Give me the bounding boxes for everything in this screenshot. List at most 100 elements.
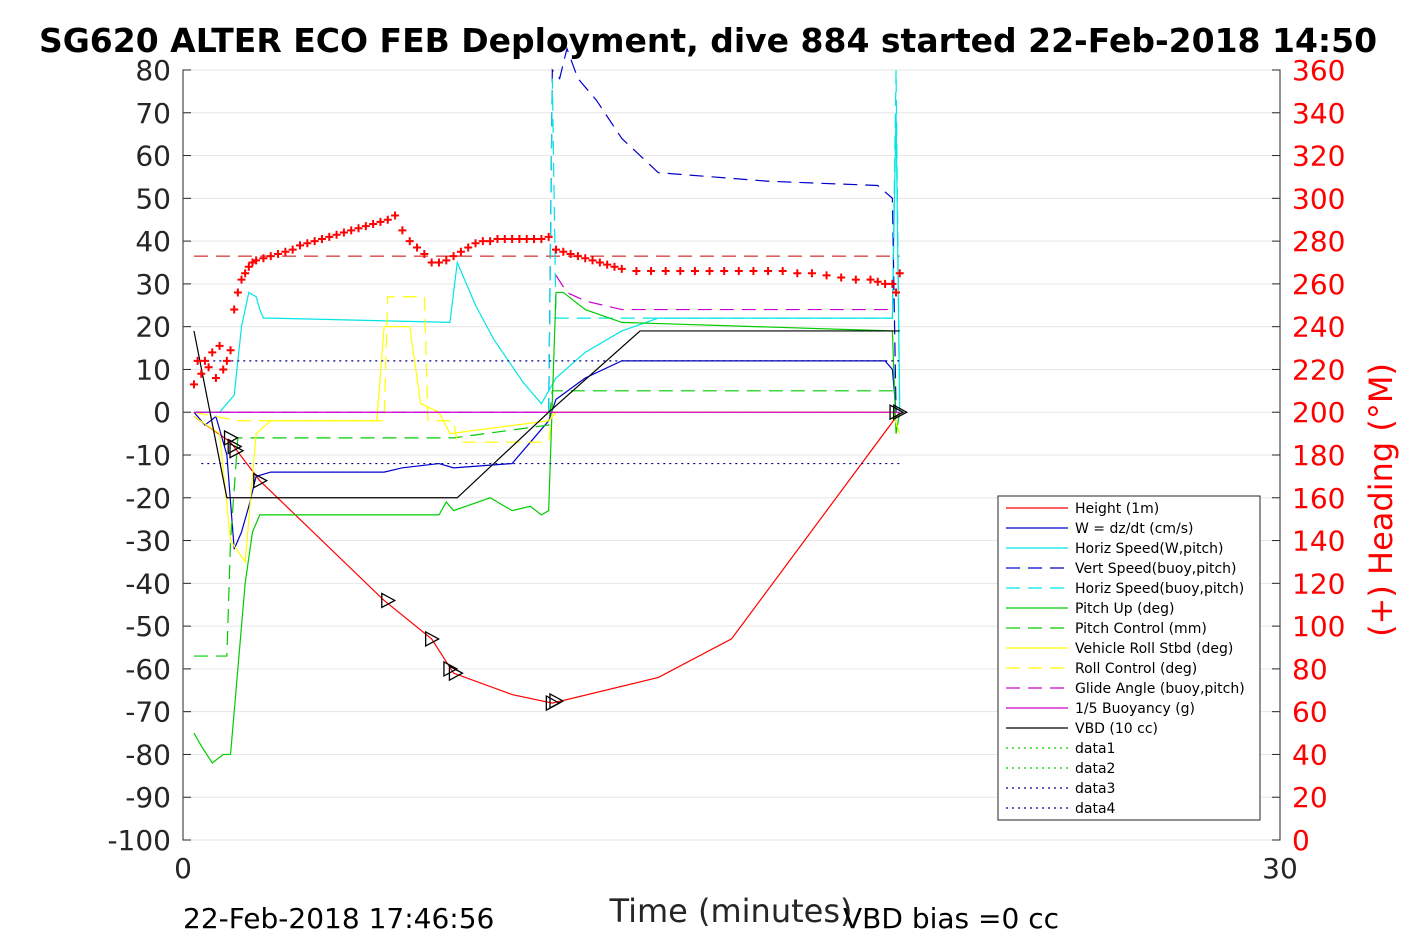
heading-point (866, 275, 875, 284)
heading-point (610, 262, 619, 271)
heading-point (892, 288, 901, 297)
legend-entry: data2 (1075, 761, 1115, 777)
heading-point (500, 234, 509, 243)
heading-point (493, 234, 502, 243)
heading-point (778, 267, 787, 276)
heading-point (851, 275, 860, 284)
legend-entry: Horiz Speed(buoy,pitch) (1075, 581, 1244, 597)
heading-point (486, 237, 495, 246)
legend-entry: Roll Control (deg) (1075, 661, 1197, 677)
left-tick-label: -30 (125, 525, 171, 558)
legend-entry: Horiz Speed(W,pitch) (1075, 541, 1223, 557)
right-tick-label: 360 (1292, 54, 1345, 87)
heading-point (603, 260, 612, 269)
heading-point (888, 279, 897, 288)
left-tick-label: -70 (125, 696, 171, 729)
heading-point (661, 267, 670, 276)
left-tick-label: 30 (135, 268, 171, 301)
footer-vbd-bias: VBD bias =0 cc (843, 902, 1059, 935)
heading-point (530, 234, 539, 243)
heading-point (647, 267, 656, 276)
right-tick-label: 340 (1292, 97, 1345, 130)
legend-entry: VBD (10 cc) (1075, 721, 1158, 737)
x-tick-label: 30 (1262, 852, 1298, 885)
left-tick-label: 50 (135, 182, 171, 215)
heading-point (690, 267, 699, 276)
right-tick-label: 120 (1292, 567, 1345, 600)
x-tick-label: 0 (174, 852, 192, 885)
marker-layer (223, 404, 909, 712)
heading-point (522, 234, 531, 243)
dive-marker (227, 438, 243, 455)
legend-entry: Vert Speed(buoy,pitch) (1075, 561, 1237, 577)
footer-timestamp: 22-Feb-2018 17:46:56 (183, 902, 494, 935)
left-tick-label: -20 (125, 482, 171, 515)
legend-box (997, 495, 1261, 821)
heading-point (559, 247, 568, 256)
right-axis-label: (+) Heading (°M) (1362, 363, 1400, 637)
heading-point (551, 245, 560, 254)
dive-marker (893, 404, 909, 421)
legend-entry: data1 (1075, 741, 1115, 757)
heading-point (456, 247, 465, 256)
heading-point (734, 267, 743, 276)
series-line-5 (193, 291, 901, 764)
heading-point (581, 254, 590, 263)
left-tick-label: -100 (107, 824, 171, 857)
heading-point (237, 275, 246, 284)
heading-point (200, 356, 209, 365)
heading-point (244, 262, 253, 271)
legend: Height (1m) W = dz/dt (cm/s) Horiz Speed(W… (997, 495, 1261, 821)
heading-point (347, 226, 356, 235)
heading-point (310, 237, 319, 246)
heading-point (566, 249, 575, 258)
chart-title: SG620 ALTER ECO FEB Deployment, dive 884… (39, 21, 1377, 60)
heading-point (720, 267, 729, 276)
heading-point (189, 380, 198, 389)
heading-point (241, 269, 250, 278)
heading-point (478, 237, 487, 246)
series-line-1 (193, 360, 897, 550)
right-tick-label: 20 (1292, 781, 1328, 814)
heading-point (288, 245, 297, 254)
heading-point (226, 346, 235, 355)
heading-point (230, 305, 239, 314)
series-line-4 (548, 69, 901, 413)
heading-point (208, 348, 217, 357)
dive-marker (425, 630, 441, 648)
legend-entry: data4 (1075, 801, 1116, 817)
legend-entry: Vehicle Roll Stbd (deg) (1075, 641, 1233, 657)
heading-point (193, 356, 202, 365)
series-layer (193, 46, 901, 764)
heading-point (361, 222, 370, 231)
series-line-6 (193, 390, 900, 657)
x-axis-ticks: 0 30 (174, 832, 1298, 885)
heading-point (211, 374, 220, 382)
series-line-11 (193, 330, 900, 499)
heading-point (215, 341, 224, 350)
heading-point (266, 252, 275, 261)
heading-point (420, 249, 429, 258)
right-tick-label: 0 (1292, 824, 1310, 857)
dive-marker (253, 472, 269, 489)
heading-point (383, 215, 392, 224)
dive-marker (549, 692, 565, 710)
heading-point (222, 356, 231, 365)
heading-point (471, 239, 480, 248)
heading-point (252, 256, 261, 265)
left-tick-label: 60 (135, 140, 171, 173)
legend-entry: data3 (1075, 781, 1115, 797)
heading-point (895, 269, 904, 278)
heading-point (676, 267, 685, 276)
heading-point (434, 258, 443, 267)
left-tick-label: -90 (125, 781, 171, 814)
left-tick-label: 20 (135, 311, 171, 344)
heading-point (413, 243, 422, 252)
heading-point (442, 256, 451, 265)
right-tick-label: 100 (1292, 610, 1345, 643)
series-line-0 (193, 411, 901, 704)
heading-point (632, 267, 641, 276)
left-tick-label: -50 (125, 610, 171, 643)
heading-point (881, 279, 890, 288)
